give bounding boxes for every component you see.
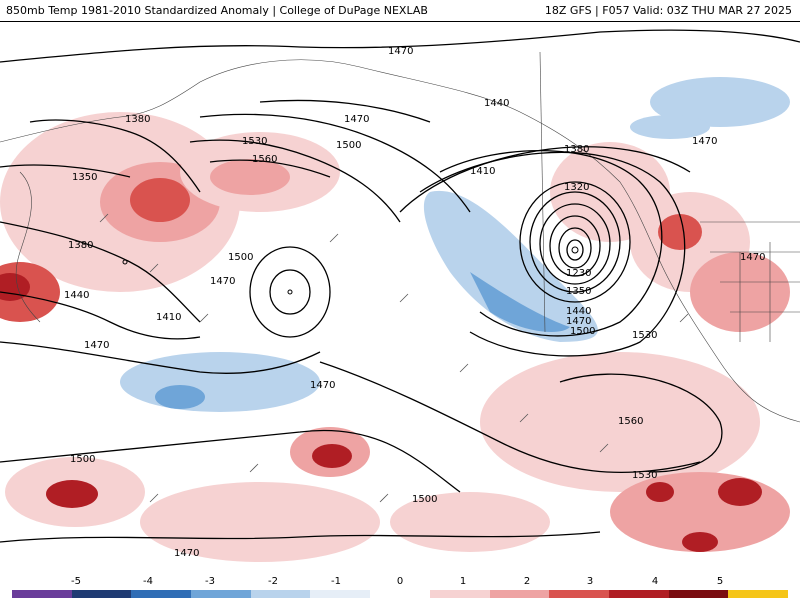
contour-label: 1470 (344, 114, 369, 125)
contour-label: 1470 (310, 380, 335, 391)
colorbar-segment (489, 590, 550, 598)
colorbar-segment (549, 590, 609, 598)
colorbar-segment (131, 590, 192, 598)
contour-label: 1470 (692, 136, 717, 147)
colorbar-segment (370, 590, 430, 598)
colorbar-tick: -5 (71, 576, 81, 587)
colorbar-strip (12, 590, 788, 598)
contour-label: 1500 (228, 252, 253, 263)
colorbar-segment (71, 590, 132, 598)
low-center-marker (122, 246, 579, 295)
colorbar-segment (310, 590, 371, 598)
contour-label: 1320 (564, 182, 589, 193)
contour-label: 1440 (484, 98, 509, 109)
height-contours (0, 29, 800, 543)
contour-label: 1560 (252, 154, 277, 165)
contour-label: 1440 (64, 290, 89, 301)
contour-label: 1440 (566, 306, 591, 317)
colorbar-tick: -3 (205, 576, 215, 587)
contour-labels: 1470 1380 1350 1380 1440 1470 1530 1560 … (64, 46, 765, 559)
colorbar-segment (608, 590, 669, 598)
colorbar-tick: 4 (651, 576, 659, 587)
contour-label: 1410 (156, 312, 181, 323)
warm-anomaly-shading (0, 112, 790, 562)
contour-label: 1470 (566, 316, 591, 327)
map-title: 850mb Temp 1981-2010 Standardized Anomal… (6, 4, 428, 17)
contour-label: 1530 (242, 136, 267, 147)
contour-label: 1380 (564, 144, 589, 155)
contour-label: 1530 (632, 330, 657, 341)
contour-label: 1470 (388, 46, 413, 57)
contour-label: 1470 (174, 548, 199, 559)
contour-label: 1470 (210, 276, 235, 287)
colorbar-tick: 1 (459, 576, 467, 587)
colorbar-tick: -4 (143, 576, 153, 587)
contour-label: 1410 (470, 166, 495, 177)
contour-label: 1500 (412, 494, 437, 505)
contour-label: 1530 (632, 470, 657, 481)
colorbar-tick: 0 (396, 576, 404, 587)
title-bar: 850mb Temp 1981-2010 Standardized Anomal… (0, 0, 800, 22)
colorbar-segment (728, 590, 788, 598)
colorbar: -5 -4 -3 -2 -1 0 1 2 3 4 5 (0, 574, 800, 600)
colorbar-tick: 5 (716, 576, 724, 587)
contour-label: 1350 (566, 286, 591, 297)
coastlines (0, 51, 800, 423)
contour-label: 1500 (70, 454, 95, 465)
contour-label: 1230 (566, 268, 591, 279)
contour-label: 1500 (336, 140, 361, 151)
colorbar-tick: 2 (523, 576, 531, 587)
contour-label: 1380 (68, 240, 93, 251)
colorbar-tick: -1 (331, 576, 341, 587)
map-panel: 1470 1380 1350 1380 1440 1470 1530 1560 … (0, 22, 800, 574)
colorbar-segment (12, 590, 72, 598)
colorbar-segment (250, 590, 311, 598)
model-valid-time: 18Z GFS | F057 Valid: 03Z THU MAR 27 202… (544, 4, 792, 17)
colorbar-tick: -2 (268, 576, 278, 587)
contour-label: 1560 (618, 416, 643, 427)
colorbar-segment (668, 590, 729, 598)
contour-label: 1350 (72, 172, 97, 183)
contour-label: 1470 (740, 252, 765, 263)
wind-barbs (99, 213, 689, 503)
anomaly-map-svg: 1470 1380 1350 1380 1440 1470 1530 1560 … (0, 29, 800, 562)
contour-label: 1500 (570, 326, 595, 337)
colorbar-segment (191, 590, 251, 598)
contour-label: 1380 (125, 114, 150, 125)
contour-label: 1470 (84, 340, 109, 351)
colorbar-tick: 3 (586, 576, 594, 587)
colorbar-segment (429, 590, 490, 598)
